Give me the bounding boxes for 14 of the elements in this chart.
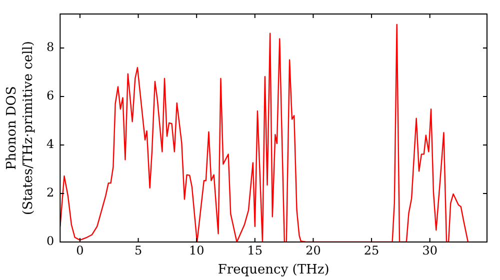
y-tick-label: 0 <box>46 234 54 248</box>
x-tick-label: 10 <box>188 243 204 258</box>
x-axis-title: Frequency (THz) <box>218 262 330 278</box>
y-axis-title: Phonon DOS (States/THz·primitive cell) <box>4 40 36 216</box>
x-tick-label: 20 <box>306 243 321 258</box>
y-tick-label: 8 <box>46 40 54 54</box>
x-tick-label: 30 <box>422 243 438 258</box>
x-tick-label: 5 <box>134 243 142 258</box>
x-tick-label: 0 <box>76 243 84 258</box>
x-tick-label: 25 <box>364 243 380 258</box>
x-tick-label: 15 <box>247 243 263 258</box>
y-tick-label: 2 <box>46 186 54 200</box>
y-tick-label: 4 <box>46 137 54 152</box>
y-tick-label: 6 <box>46 88 54 103</box>
